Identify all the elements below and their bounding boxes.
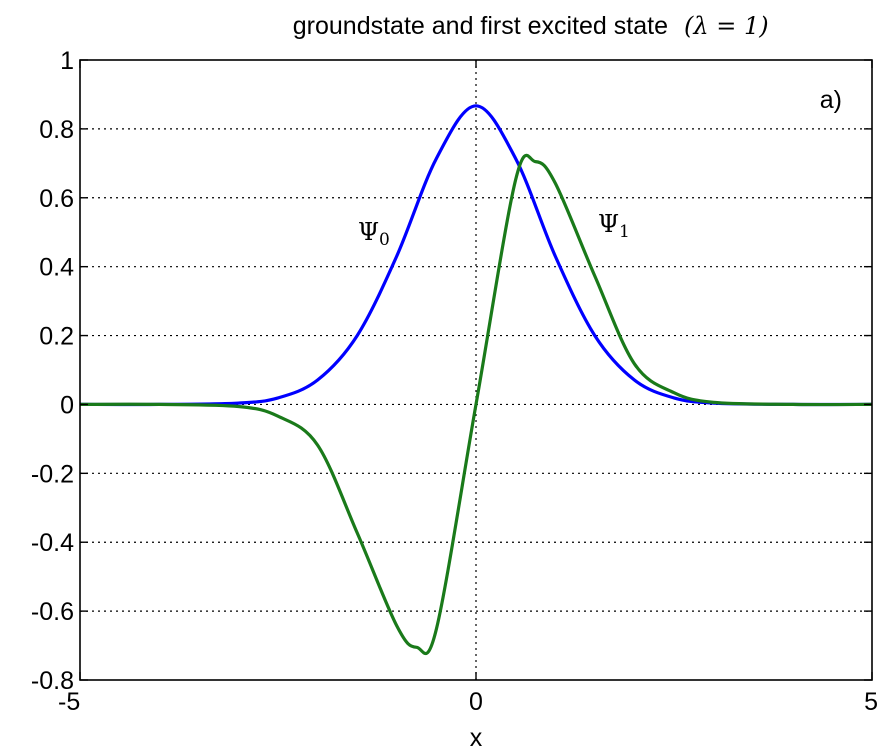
axis-ticks: -0.8 -0.6 -0.4 -0.2 0 0.2 0.4 0.6 0.8 1 -5 0 5 — [31, 47, 878, 716]
chart-title: groundstate and first excited state — [293, 12, 668, 40]
y-tick-label: 0.8 — [39, 116, 74, 144]
y-tick-label: 1 — [60, 47, 74, 75]
panel-label: a) — [820, 86, 842, 114]
psi1-symbol: Ψ — [598, 210, 619, 238]
x-axis-label: x — [470, 724, 483, 752]
y-tick-label: -0.4 — [31, 529, 74, 557]
psi1-subscript: 1 — [619, 222, 630, 242]
chart-title-math: (λ = 1) — [684, 12, 769, 40]
psi0-symbol: Ψ — [358, 218, 379, 246]
y-tick-label: -0.2 — [31, 460, 74, 488]
y-tick-label: 0.2 — [39, 323, 74, 351]
x-tick-label: -5 — [58, 688, 80, 716]
series-line-psi0 — [79, 104, 873, 407]
y-tick-label: -0.6 — [31, 598, 74, 626]
series-line-psi1 — [79, 153, 873, 656]
x-tick-label: 0 — [469, 688, 483, 716]
psi0-subscript: 0 — [379, 230, 390, 250]
y-tick-label: 0.6 — [39, 185, 74, 213]
x-tick-label: 5 — [864, 688, 878, 716]
series-label-psi0: Ψ0 — [358, 218, 390, 250]
y-tick-label: 0.4 — [39, 254, 74, 282]
series-label-psi1: Ψ1 — [598, 210, 630, 242]
grid-lines — [80, 60, 872, 680]
plot-frame — [79, 59, 873, 681]
y-tick-label: 0 — [60, 391, 74, 419]
y-tick-label: -0.8 — [31, 667, 74, 695]
series-lines — [79, 104, 873, 656]
